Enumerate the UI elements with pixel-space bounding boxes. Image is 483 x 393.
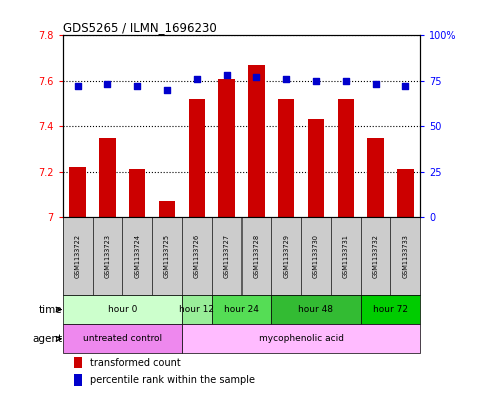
Bar bbox=[152, 217, 182, 295]
Bar bbox=[390, 217, 420, 295]
Bar bbox=[73, 374, 83, 386]
Bar bbox=[218, 79, 235, 217]
Text: GSM1133722: GSM1133722 bbox=[75, 234, 81, 278]
Point bbox=[342, 78, 350, 84]
Bar bbox=[271, 217, 301, 295]
Text: percentile rank within the sample: percentile rank within the sample bbox=[90, 375, 255, 385]
Bar bbox=[70, 167, 86, 217]
Text: GSM1133733: GSM1133733 bbox=[402, 234, 408, 278]
Bar bbox=[338, 99, 354, 217]
Point bbox=[104, 81, 112, 88]
Text: hour 0: hour 0 bbox=[108, 305, 137, 314]
Text: mycophenolic acid: mycophenolic acid bbox=[258, 334, 343, 343]
Text: untreated control: untreated control bbox=[83, 334, 162, 343]
Bar bbox=[331, 217, 361, 295]
Bar bbox=[189, 99, 205, 217]
Bar bbox=[182, 295, 212, 324]
Bar bbox=[63, 324, 182, 353]
Bar bbox=[361, 217, 390, 295]
Point bbox=[282, 76, 290, 82]
Bar bbox=[301, 217, 331, 295]
Bar bbox=[308, 119, 324, 217]
Point bbox=[133, 83, 141, 89]
Text: transformed count: transformed count bbox=[90, 358, 180, 368]
Bar bbox=[397, 169, 413, 217]
Text: GSM1133731: GSM1133731 bbox=[343, 234, 349, 278]
Point bbox=[253, 74, 260, 80]
Bar bbox=[129, 169, 145, 217]
Point bbox=[223, 72, 230, 79]
Text: GSM1133732: GSM1133732 bbox=[372, 234, 379, 278]
Point bbox=[193, 76, 201, 82]
Bar bbox=[73, 357, 83, 368]
Bar bbox=[278, 99, 294, 217]
Text: hour 48: hour 48 bbox=[298, 305, 333, 314]
Point bbox=[163, 87, 171, 93]
Bar bbox=[99, 138, 115, 217]
Bar bbox=[182, 324, 420, 353]
Text: time: time bbox=[39, 305, 62, 314]
Text: GSM1133725: GSM1133725 bbox=[164, 234, 170, 278]
Text: GSM1133724: GSM1133724 bbox=[134, 234, 140, 278]
Text: GSM1133726: GSM1133726 bbox=[194, 234, 200, 278]
Text: hour 24: hour 24 bbox=[224, 305, 259, 314]
Point bbox=[401, 83, 409, 89]
Point bbox=[372, 81, 380, 88]
Text: GSM1133730: GSM1133730 bbox=[313, 234, 319, 278]
Point bbox=[74, 83, 82, 89]
Text: hour 72: hour 72 bbox=[373, 305, 408, 314]
Text: GDS5265 / ILMN_1696230: GDS5265 / ILMN_1696230 bbox=[63, 21, 216, 34]
Bar bbox=[122, 217, 152, 295]
Bar bbox=[361, 295, 420, 324]
Text: GSM1133728: GSM1133728 bbox=[254, 234, 259, 278]
Bar bbox=[159, 201, 175, 217]
Text: hour 12: hour 12 bbox=[179, 305, 214, 314]
Bar bbox=[212, 295, 271, 324]
Bar bbox=[271, 295, 361, 324]
Bar bbox=[368, 138, 384, 217]
Bar bbox=[63, 217, 93, 295]
Text: GSM1133723: GSM1133723 bbox=[104, 234, 111, 278]
Bar bbox=[248, 65, 265, 217]
Bar bbox=[182, 217, 212, 295]
Bar bbox=[242, 217, 271, 295]
Text: GSM1133727: GSM1133727 bbox=[224, 234, 229, 278]
Text: agent: agent bbox=[32, 334, 62, 344]
Bar bbox=[93, 217, 122, 295]
Bar bbox=[212, 217, 242, 295]
Bar bbox=[63, 295, 182, 324]
Text: GSM1133729: GSM1133729 bbox=[283, 234, 289, 278]
Point bbox=[312, 78, 320, 84]
